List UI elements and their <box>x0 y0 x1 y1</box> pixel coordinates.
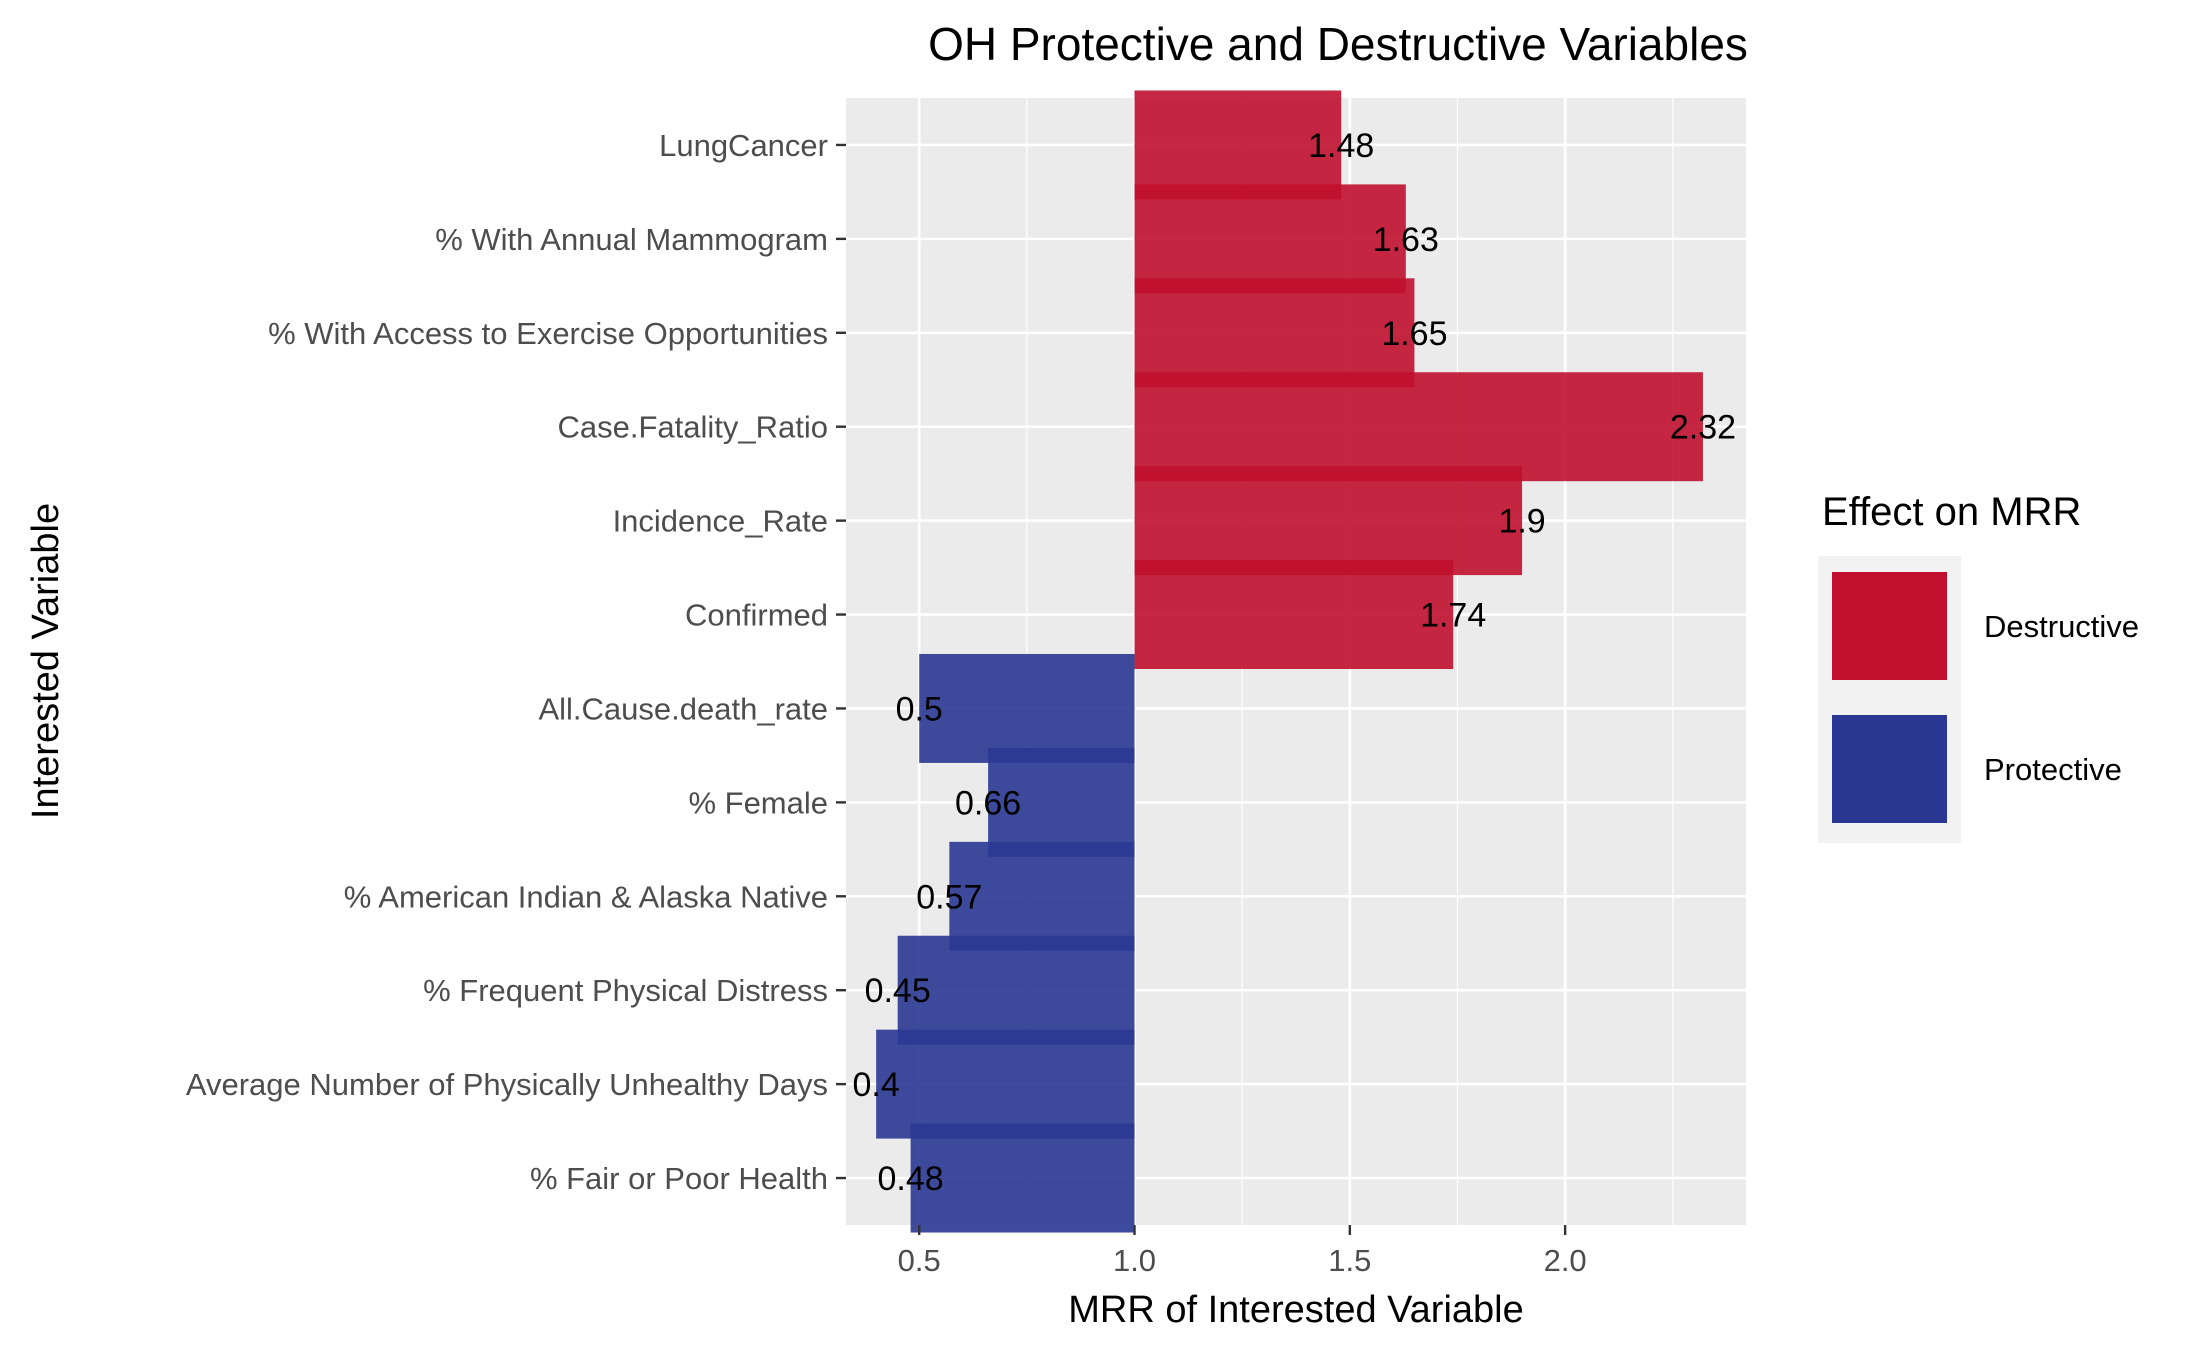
legend-label-protective: Protective <box>1984 752 2122 787</box>
y-tick-label: Average Number of Physically Unhealthy D… <box>186 1067 828 1102</box>
legend: Effect on MRR Destructive Protective <box>1818 490 2139 843</box>
x-tick-label: 0.5 <box>898 1243 941 1278</box>
x-tick-label: 1.5 <box>1328 1243 1371 1278</box>
y-tick-label: Confirmed <box>685 598 828 633</box>
data-label: 0.4 <box>853 1066 900 1104</box>
data-label: 1.63 <box>1373 221 1439 259</box>
bar-protective <box>988 747 1135 857</box>
y-tick-label: LungCancer <box>659 128 828 163</box>
y-tick-label: Incidence_Rate <box>613 504 828 539</box>
bar-protective <box>910 1123 1135 1233</box>
data-label: 0.48 <box>877 1160 943 1198</box>
data-labels: 1.48 1.63 1.65 2.32 1.9 1.74 0.5 0.66 0.57 0.45 0.… <box>853 127 1737 1198</box>
y-tick-label: % With Access to Exercise Opportunities <box>268 316 828 351</box>
data-label: 1.48 <box>1308 127 1374 165</box>
bar-protective <box>897 935 1135 1045</box>
bar-protective <box>949 841 1135 951</box>
chart-title: OH Protective and Destructive Variables <box>928 18 1748 70</box>
bar-destructive <box>1134 372 1703 482</box>
data-label: 0.5 <box>896 690 943 728</box>
bar-destructive <box>1134 184 1406 294</box>
data-label: 1.9 <box>1498 503 1545 541</box>
x-tick-label: 2.0 <box>1544 1243 1587 1278</box>
y-tick-label: % Frequent Physical Distress <box>423 973 828 1008</box>
data-label: 1.74 <box>1420 597 1486 635</box>
x-axis: 0.5 1.0 1.5 2.0 <box>898 1225 1587 1278</box>
bar-destructive <box>1134 90 1342 200</box>
legend-swatch-protective <box>1832 715 1947 823</box>
y-tick-label: % Female <box>688 785 828 820</box>
y-axis: LungCancer % With Annual Mammogram % With … <box>186 128 846 1196</box>
legend-label-destructive: Destructive <box>1984 609 2139 644</box>
y-tick-label: % With Annual Mammogram <box>435 222 828 257</box>
y-tick-label: % Fair or Poor Health <box>530 1161 828 1196</box>
data-label: 2.32 <box>1670 409 1736 447</box>
legend-title: Effect on MRR <box>1822 490 2081 534</box>
data-label: 0.57 <box>916 878 982 916</box>
y-tick-label: % American Indian & Alaska Native <box>344 879 828 914</box>
data-label: 0.66 <box>955 784 1021 822</box>
y-tick-label: Case.Fatality_Ratio <box>557 410 828 445</box>
bar-protective <box>919 653 1135 763</box>
data-label: 1.65 <box>1381 315 1447 353</box>
legend-swatch-destructive <box>1832 572 1947 680</box>
data-label: 0.45 <box>865 972 931 1010</box>
y-tick-label: All.Cause.death_rate <box>538 691 828 726</box>
bar-destructive <box>1134 278 1415 388</box>
bar-protective <box>876 1029 1135 1139</box>
x-axis-title: MRR of Interested Variable <box>1068 1289 1524 1331</box>
bar-destructive <box>1134 466 1523 576</box>
bar-destructive <box>1134 560 1454 670</box>
y-axis-title: Interested Variable <box>25 503 67 819</box>
bars <box>876 90 1703 1233</box>
x-tick-label: 1.0 <box>1113 1243 1156 1278</box>
